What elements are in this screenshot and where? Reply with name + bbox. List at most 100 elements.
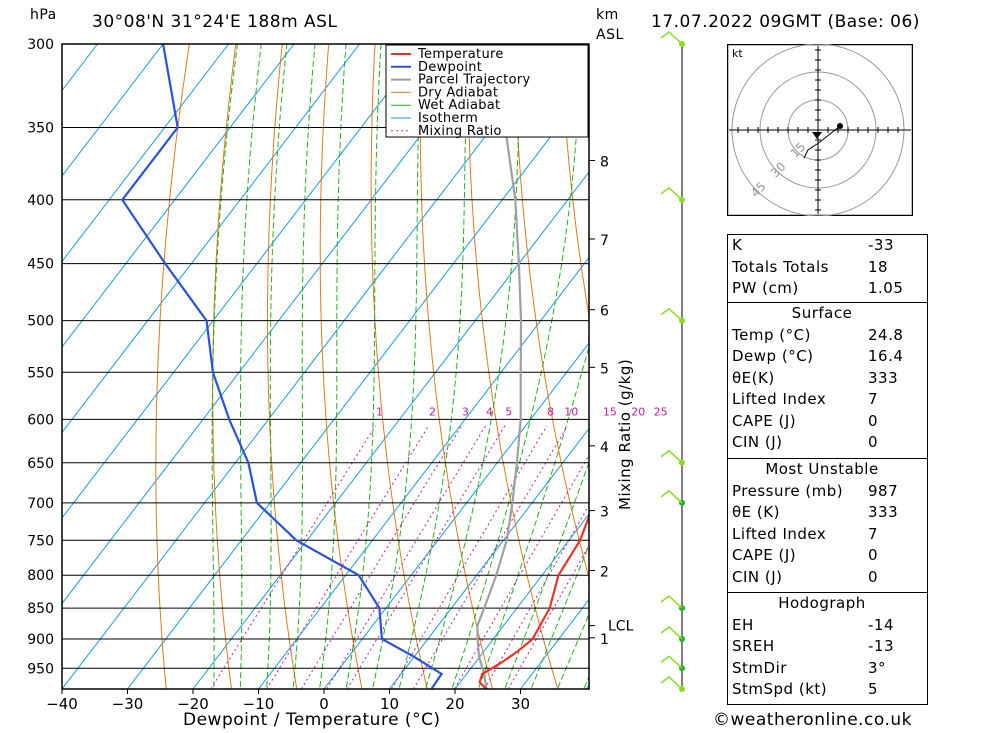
x-tick-label: 30: [511, 695, 530, 713]
mixing-ratio-line: [210, 425, 376, 689]
pressure-tick-label: 350: [27, 120, 54, 136]
surface-cin-value: 0: [868, 433, 879, 451]
pressure-tick-label: 800: [27, 568, 54, 584]
legend-entry: Isotherm: [418, 111, 478, 126]
surface-temp-value: 24.8: [868, 325, 904, 344]
pressure-tick-label: 850: [27, 601, 54, 617]
legend-entry: Parcel Trajectory: [418, 73, 530, 88]
mu-thetae-value: 333: [868, 503, 899, 521]
stmdir-value: 3°: [868, 658, 887, 677]
sreh-label: SREH: [732, 637, 775, 655]
x-tick-label: −10: [243, 695, 275, 713]
wind-barb: [660, 307, 683, 322]
surface-cape-value: 0: [868, 411, 879, 430]
mixing-ratio-label: 20: [631, 405, 645, 418]
wind-barb: [660, 595, 683, 609]
hodograph-params-title: Hodograph: [778, 594, 866, 612]
x-tick-label: 20: [445, 695, 464, 713]
x-tick-label: −40: [46, 695, 78, 713]
dry-adiabat-line: [155, 44, 190, 689]
credit-link[interactable]: ©weatheronline.co.uk: [713, 710, 913, 730]
stmspd-value: 5: [868, 680, 879, 698]
isotherm-line: [323, 342, 589, 689]
mixing-ratio-label: 25: [654, 405, 668, 418]
pw-label: PW (cm): [732, 279, 799, 297]
mu-cin-value: 0: [868, 567, 879, 586]
isotherm-line: [62, 44, 426, 519]
eh-label: EH: [732, 615, 754, 634]
pw-value: 1.05: [868, 279, 904, 297]
plot-frame: [61, 43, 590, 690]
km-tick-label: 3: [600, 505, 609, 521]
dewpoint-line: [120, 44, 444, 689]
dry-adiabat-line: [700, 44, 720, 689]
pressure-tick-label: 450: [27, 257, 54, 273]
wind-barb: [660, 31, 683, 45]
datetime-label: 17.07.2022 09GMT (Base: 06): [651, 12, 920, 32]
hodograph-trace: [803, 125, 841, 159]
mixing-ratio-label: 4: [486, 405, 493, 418]
mixing-ratio-label: 15: [603, 405, 617, 418]
dry-adiabat-line: [212, 44, 237, 689]
dry-adiabat-line: [513, 44, 589, 580]
isotherm-line: [652, 44, 721, 689]
isotherm-line: [62, 44, 164, 177]
km-tick-label: 4: [600, 440, 609, 456]
wind-barb: [660, 489, 683, 504]
mixing-ratio-line: [300, 425, 462, 689]
surface-li-label: Lifted Index: [732, 390, 827, 408]
mixing-ratio-line: [346, 425, 506, 689]
legend-entry: Temperature: [417, 47, 504, 62]
isotherm-line: [62, 44, 491, 605]
mixing-ratio-line: [507, 544, 589, 689]
isotherm-line: [258, 256, 589, 689]
mu-cape-value: 0: [868, 546, 879, 564]
wind-barb: [660, 676, 683, 690]
surface-cin-label: CIN (J): [732, 433, 783, 451]
pressure-tick-label: 550: [27, 365, 54, 381]
legend-entry: Mixing Ratio: [418, 124, 502, 139]
k-index-label: K: [732, 236, 743, 254]
legend-entry: Wet Adiabat: [418, 98, 500, 113]
wet-adiabat-line: [211, 44, 238, 689]
dry-adiabat-line: [319, 44, 363, 689]
mixing-ratio-label: 1: [376, 405, 383, 418]
isotherm-line: [192, 171, 589, 689]
storm-motion-marker: [812, 132, 822, 139]
parcel-trajectory-line: [476, 44, 523, 689]
dry-adiabat-line: [560, 44, 589, 319]
pressure-tick-label: 600: [27, 412, 54, 428]
isotherm-line: [62, 44, 557, 689]
mu-cape-label: CAPE (J): [732, 546, 797, 564]
hodograph-unit: kt: [732, 47, 743, 60]
mu-cin-label: CIN (J): [732, 567, 783, 586]
surface-thetae-label: θE(K): [732, 368, 775, 387]
stmdir-label: StmDir: [732, 658, 787, 677]
mixing-ratio-label: 10: [564, 405, 578, 418]
surface-cape-label: CAPE (J): [732, 411, 797, 430]
lcl-label: LCL: [608, 619, 634, 635]
wet-adiabat-line: [530, 543, 589, 689]
eh-value: -14: [868, 615, 894, 634]
pressure-tick-label: 950: [27, 661, 54, 677]
surface-dewp-label: Dewp (°C): [732, 347, 814, 365]
surface-thetae-value: 333: [868, 368, 899, 387]
height-unit-asl: ASL: [596, 27, 624, 43]
x-tick-label: −20: [177, 695, 209, 713]
mu-pressure-label: Pressure (mb): [732, 481, 844, 500]
x-tick-label: 0: [319, 695, 329, 713]
isotherm-line: [389, 427, 589, 689]
pressure-tick-label: 750: [27, 533, 54, 549]
isotherm-line: [62, 44, 295, 348]
totals-totals-label: Totals Totals: [732, 257, 829, 276]
wind-barb: [660, 626, 683, 640]
pressure-tick-label: 900: [27, 632, 54, 648]
surface-dewp-value: 16.4: [868, 347, 904, 365]
mixing-ratio-label: 3: [462, 405, 469, 418]
mixing-ratio-label: 5: [505, 405, 512, 418]
hodograph-point: [837, 123, 843, 129]
dry-adiabat-line: [654, 44, 720, 689]
pressure-unit-label: hPa: [30, 7, 57, 23]
km-tick-label: 1: [600, 632, 609, 648]
